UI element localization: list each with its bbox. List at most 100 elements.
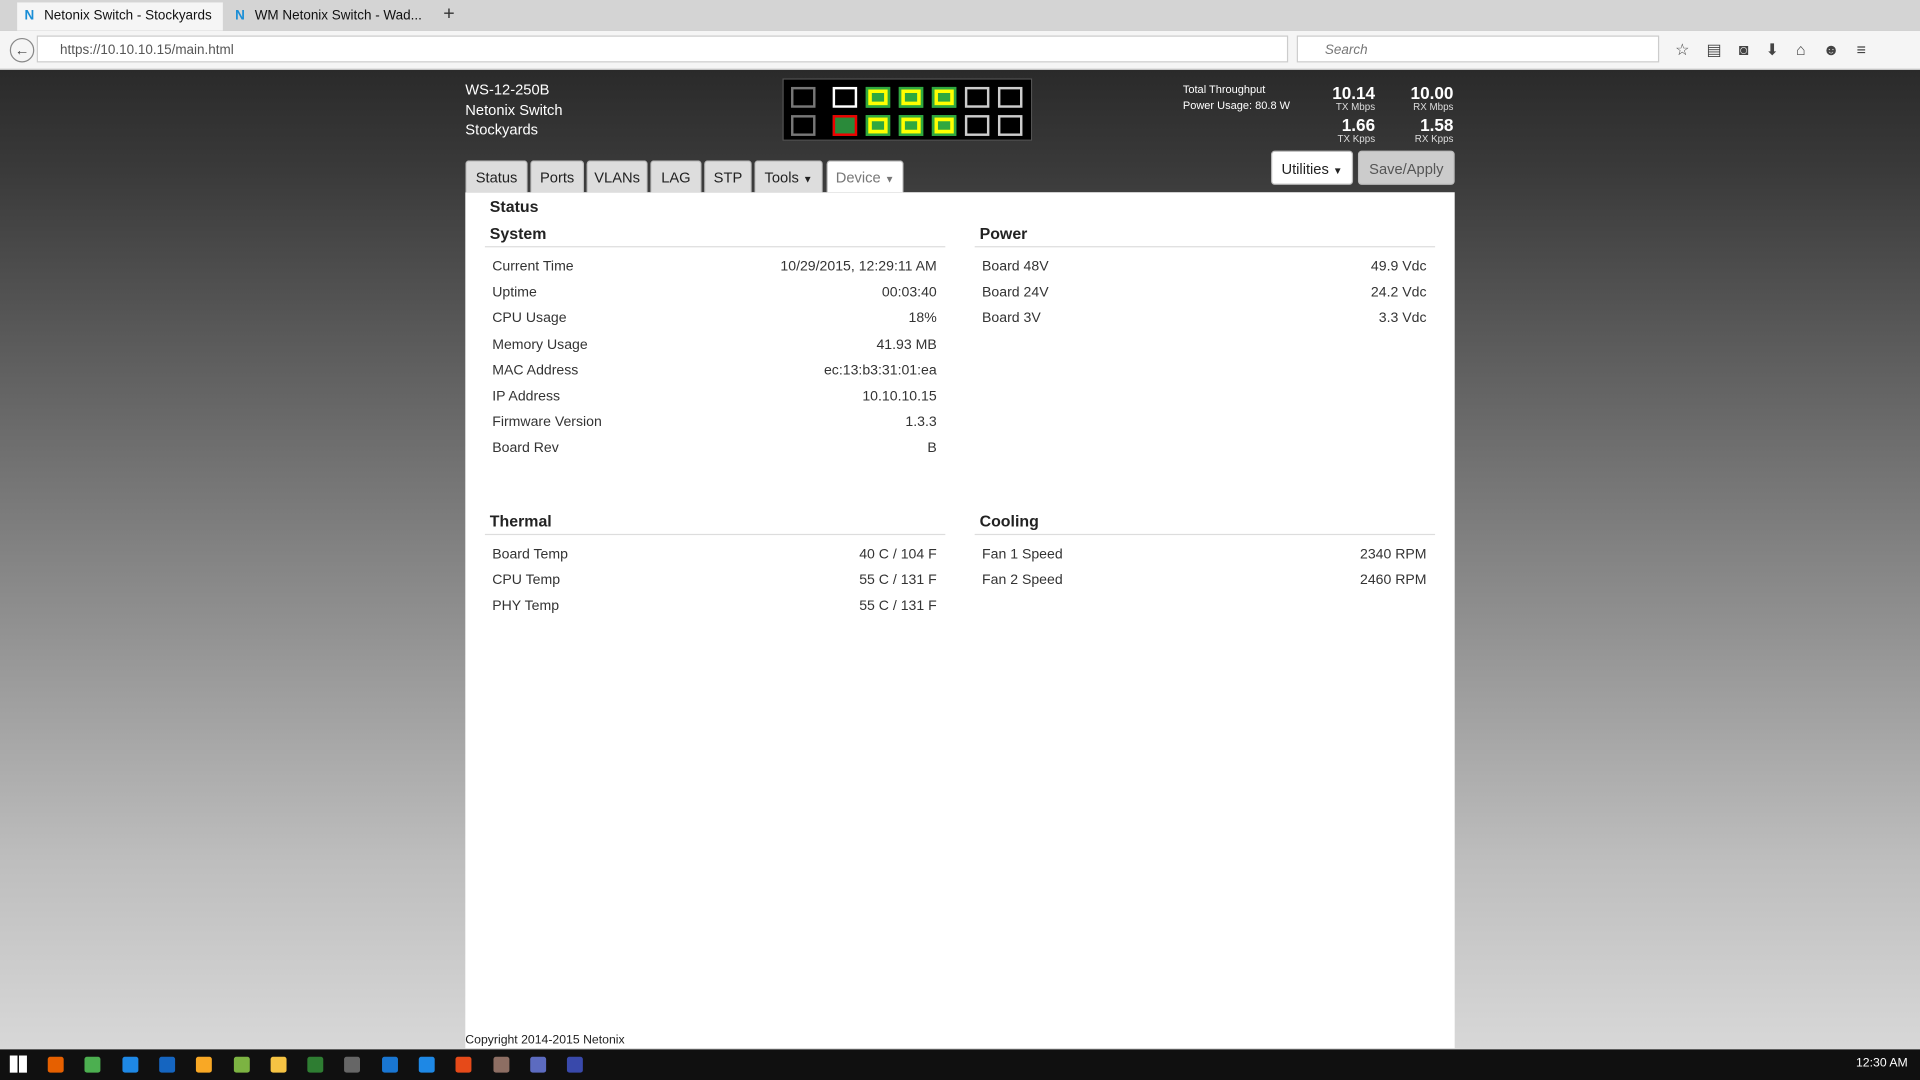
- row-label: Board 24V: [982, 285, 1049, 301]
- row-value: 24.2 Vdc: [1370, 285, 1427, 301]
- row-value: 40 C / 104 F: [859, 547, 937, 563]
- nav-tab[interactable]: VLANs: [586, 160, 648, 193]
- divider: [974, 533, 1436, 536]
- back-button[interactable]: ←: [9, 37, 35, 63]
- device-line: WS-12-250B: [465, 80, 550, 98]
- section-title: Thermal: [489, 511, 552, 531]
- row-value: 2460 RPM: [1359, 573, 1427, 588]
- stat-label: TX Mbps: [1335, 101, 1376, 113]
- taskbar-app[interactable]: [84, 1056, 101, 1073]
- start-button[interactable]: [9, 1055, 27, 1073]
- nav-tab[interactable]: Device ▼: [826, 160, 904, 193]
- nav-tab[interactable]: Ports: [530, 160, 585, 193]
- footer: Copyright 2014-2015 Netonix: [465, 1033, 625, 1047]
- row-label: MAC Address: [492, 363, 579, 379]
- port: [832, 86, 858, 108]
- row-label: Current Time: [492, 259, 574, 275]
- nav-button[interactable]: Save/Apply: [1357, 150, 1455, 185]
- taskbar-app[interactable]: [344, 1056, 361, 1073]
- row-label: Board 3V: [982, 311, 1041, 327]
- row-label: Board Temp: [492, 547, 568, 563]
- taskbar-app[interactable]: [307, 1056, 324, 1073]
- divider: [974, 246, 1436, 248]
- toolbar-icons: ☆▤◙⬇⌂☻≡: [1675, 40, 1884, 59]
- caret: ▼: [1332, 165, 1343, 177]
- nav-tab[interactable]: LAG: [650, 160, 702, 193]
- nav-button[interactable]: Utilities ▼: [1271, 150, 1354, 185]
- port: [898, 86, 924, 108]
- device-info: WS-12-250B Netonix Switch Stockyards: [465, 80, 562, 141]
- nav-tab[interactable]: STP: [704, 160, 752, 193]
- clock: 12:30 AM: [1856, 1056, 1908, 1071]
- tab-icon: N: [24, 8, 35, 24]
- row-label: IP Address: [492, 389, 561, 405]
- taskbar-app[interactable]: [530, 1056, 546, 1073]
- row-value: 49.9 Vdc: [1370, 259, 1427, 275]
- search-field[interactable]: Search: [1296, 35, 1660, 63]
- taskbar-app[interactable]: [418, 1056, 435, 1073]
- stat-value: 1.66: [1341, 115, 1376, 135]
- taskbar-app[interactable]: [196, 1056, 213, 1073]
- divider: [484, 246, 946, 248]
- stat-label: TX Kpps: [1337, 133, 1376, 145]
- taskbar-app[interactable]: [381, 1056, 398, 1073]
- port: [931, 115, 957, 136]
- nav-tab[interactable]: Status: [465, 160, 528, 193]
- browser-tab[interactable]: N WM Netonix Switch - Wad...: [228, 2, 434, 30]
- stat-value: 10.00: [1410, 83, 1454, 103]
- stat-label: RX Mbps: [1413, 101, 1454, 113]
- content-panel: Status System Current Time 10/29/2015, 12:…: [465, 192, 1455, 1049]
- taskbar-app[interactable]: [121, 1056, 138, 1073]
- section-title: Power: [979, 224, 1028, 243]
- stat-value: 10.14: [1332, 83, 1376, 103]
- browser-tab-bar: N Netonix Switch - Stockyards N WM Netonix …: [0, 0, 1920, 31]
- browser-toolbar: ← https://10.10.10.15/main.html Search ☆…: [0, 30, 1920, 70]
- nav-tab[interactable]: Tools ▼: [754, 160, 823, 193]
- row-value: 55 C / 131 F: [859, 573, 937, 588]
- power-usage: Power Usage: 80.8 W: [1182, 99, 1291, 112]
- row-label: Board Rev: [492, 441, 559, 456]
- taskbar-app[interactable]: [47, 1056, 64, 1073]
- row-label: CPU Usage: [492, 311, 567, 327]
- new-tab[interactable]: +: [443, 3, 455, 25]
- taskbar-app[interactable]: [492, 1056, 509, 1073]
- device-line: Netonix Switch: [465, 101, 563, 119]
- row-label: Memory Usage: [492, 337, 588, 353]
- port: [964, 115, 990, 136]
- port: [997, 86, 1023, 108]
- row-value: ec:13:b3:31:01:ea: [823, 363, 937, 379]
- port: [791, 115, 816, 136]
- divider: [484, 533, 946, 536]
- caret: ▼: [802, 173, 813, 185]
- port: [865, 86, 891, 108]
- row-value: B: [927, 441, 937, 456]
- row-value: 00:03:40: [881, 285, 937, 301]
- port: [791, 86, 816, 108]
- row-label: Fan 1 Speed: [982, 547, 1063, 563]
- row-value: 10.10.10.15: [862, 389, 937, 405]
- stat-label: RX Kpps: [1414, 133, 1454, 145]
- row-label: Fan 2 Speed: [982, 573, 1063, 588]
- port: [898, 115, 924, 136]
- port: [832, 115, 858, 136]
- throughput-title: Total Throughput: [1182, 83, 1266, 96]
- section-title: System: [489, 224, 547, 243]
- stat-value: 1.58: [1420, 115, 1454, 135]
- url-field[interactable]: https://10.10.10.15/main.html: [36, 35, 1289, 63]
- row-value: 55 C / 131 F: [859, 599, 937, 614]
- taskbar: 12:30 AM: [0, 1049, 1920, 1080]
- row-label: PHY Temp: [492, 599, 560, 614]
- row-label: Board 48V: [982, 259, 1049, 275]
- taskbar-app[interactable]: [233, 1056, 250, 1073]
- taskbar-app[interactable]: [159, 1056, 175, 1073]
- port: [931, 86, 957, 108]
- taskbar-app[interactable]: [455, 1056, 472, 1073]
- taskbar-app[interactable]: [270, 1056, 287, 1073]
- browser-tab[interactable]: N Netonix Switch - Stockyards: [17, 2, 223, 31]
- tab-icon: N: [235, 8, 245, 24]
- taskbar-app[interactable]: [567, 1056, 584, 1073]
- row-value: 18%: [908, 311, 937, 327]
- port: [865, 115, 891, 136]
